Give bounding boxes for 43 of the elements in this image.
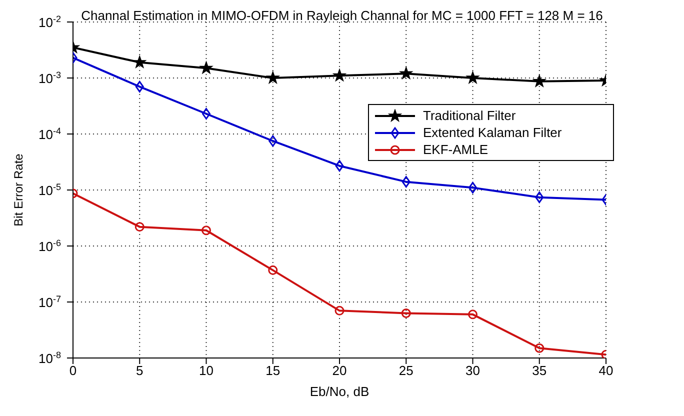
legend-label: Traditional Filter (423, 108, 516, 123)
point (268, 135, 278, 147)
point (535, 192, 544, 204)
y-tick-label: 10$^{-7}$ (38, 294, 61, 310)
x-tick-label: 5 (136, 363, 144, 378)
point (466, 72, 479, 84)
legend-label: Extented Kalaman Filter (423, 125, 562, 140)
point (333, 69, 346, 82)
x-tick-label: 40 (598, 363, 614, 378)
point (200, 62, 212, 74)
point (268, 265, 278, 275)
x-axis-title: Eb/No, dB (310, 384, 370, 399)
point (335, 160, 344, 172)
point (134, 222, 144, 232)
point (401, 308, 411, 318)
point (334, 306, 344, 316)
x-tick-label: 25 (398, 363, 414, 378)
x-tick-label: 30 (466, 363, 480, 378)
y-tick-label: 10$^{-5}$ (38, 182, 61, 198)
x-tick-label: 0 (69, 363, 77, 378)
y-tick-label: 10$^{-6}$ (38, 238, 61, 254)
chart-title: Channal Estimation in MIMO-OFDM in Rayleigh Channal for MC = 1000 FFT = 128 M = 16 (81, 8, 603, 23)
x-tick-label: 20 (332, 363, 347, 378)
y-tick-label: 10$^{-3}$ (38, 70, 61, 86)
x-tick-label: 10 (199, 363, 214, 378)
y-tick-label: 10$^{-2}$ (38, 14, 61, 30)
point (202, 108, 210, 120)
point (135, 80, 144, 92)
y-tick-label: 10$^{-4}$ (38, 126, 61, 142)
x-tick-label: 35 (532, 363, 547, 378)
point (468, 182, 477, 194)
legend-label: EKF-AMLE (423, 142, 488, 157)
point (534, 343, 544, 353)
point (202, 226, 211, 236)
y-axis-title: Bit Error Rate (11, 153, 26, 226)
point (400, 67, 412, 79)
point (266, 72, 280, 84)
y-tick-label: 10$^{-8}$ (38, 350, 61, 366)
point (402, 176, 410, 188)
point (468, 310, 478, 320)
x-tick-label: 15 (266, 363, 280, 378)
point (133, 56, 146, 68)
point (533, 74, 546, 87)
